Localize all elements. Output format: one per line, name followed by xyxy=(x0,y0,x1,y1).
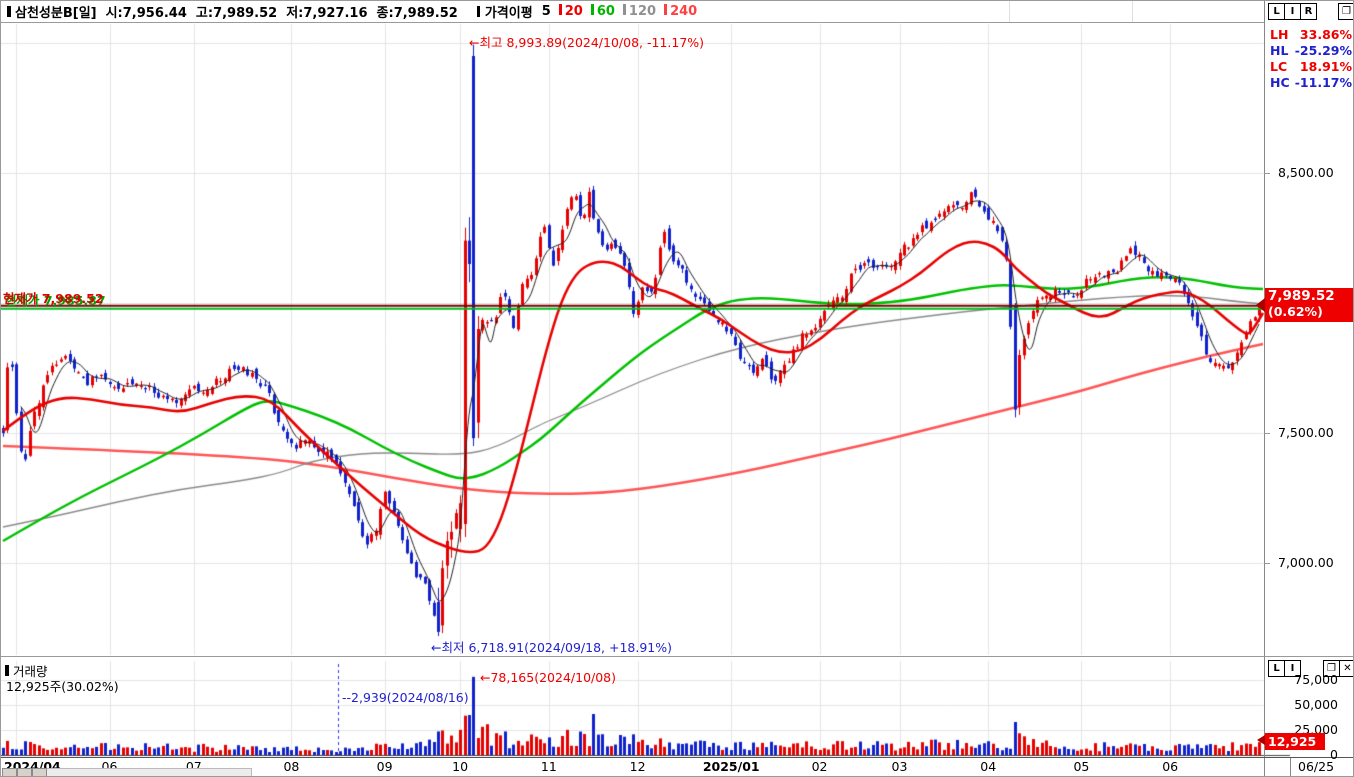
x-axis-end-label: 06/25 xyxy=(1298,759,1335,774)
ma-legend-label: 가격이평 xyxy=(484,6,533,21)
ma-color-bar-icon xyxy=(622,4,626,15)
ma-period-5: 5 xyxy=(541,4,551,19)
low-price: 저:7,927.16 xyxy=(286,6,368,21)
stat-value: 18.91% xyxy=(1299,59,1352,74)
volume-current-value: 12,925주(30.02%) xyxy=(6,679,119,694)
axis-band-border xyxy=(1,757,1353,758)
stat-value: 33.86% xyxy=(1299,27,1352,42)
current-price-line-label-red: 현재가 7,989.52 xyxy=(3,291,104,306)
x-axis-label-06: 06 xyxy=(1162,759,1179,774)
price-axis-tick xyxy=(1264,173,1270,174)
x-axis-label-09: 09 xyxy=(376,759,393,774)
close-price: 종:7,989.52 xyxy=(376,6,458,21)
highest-price-annotation: ←최고 8,993.89(2024/10/08, -11.17%) xyxy=(469,35,705,50)
x-axis-label-05: 05 xyxy=(1073,759,1090,774)
x-axis-end-divider xyxy=(1290,758,1291,776)
ma-period-20: 20 xyxy=(564,4,583,19)
pane-divider[interactable] xyxy=(1,656,1353,657)
ma-color-bar-icon xyxy=(558,4,562,15)
current-price-badge: 7,989.52 (0.62%) xyxy=(1265,288,1353,322)
volume-badge-arrow-icon xyxy=(1257,735,1265,745)
volume-window-buttons: ❐ ✕ xyxy=(1323,660,1353,677)
volume-axis-label: 75,000 xyxy=(1294,672,1338,687)
volume-badge: 12,925 xyxy=(1265,733,1325,750)
price-axis-tick xyxy=(1264,433,1270,434)
volume-axis-label: 0 xyxy=(1330,747,1338,762)
header-divider xyxy=(1009,1,1010,22)
x-axis-label-12: 12 xyxy=(629,759,646,774)
stat-label: HC xyxy=(1270,75,1290,90)
price-axis-label: 8,500.00 xyxy=(1278,165,1334,180)
x-axis-label-02: 02 xyxy=(811,759,828,774)
high-price: 고:7,989.52 xyxy=(195,6,278,21)
lowest-price-annotation: ←최저 6,718.91(2024/09/18, +18.91%) xyxy=(431,640,672,655)
symbol-title: 삼천성분B[일] xyxy=(15,6,97,21)
x-axis-label-2025-01: 2025/01 xyxy=(702,759,760,774)
current-price-value: 7,989.52 xyxy=(1268,288,1335,304)
ma-period-60: 60 xyxy=(596,4,615,19)
pane-button-r[interactable]: R xyxy=(1300,3,1317,20)
ma-period-240: 240 xyxy=(670,4,698,19)
stat-value: -11.17% xyxy=(1294,75,1352,90)
close-window-icon[interactable]: ✕ xyxy=(1339,660,1353,677)
ma-color-bar-icon xyxy=(590,4,594,15)
volume-button-i[interactable]: I xyxy=(1284,660,1301,677)
corner-stat-hc: HC -11.17% xyxy=(1270,75,1352,91)
ma-legend-bullet-icon xyxy=(476,6,480,17)
x-axis-label-10: 10 xyxy=(452,759,469,774)
ma-legend-list: 20 60 120 240 xyxy=(551,4,697,19)
corner-stat-lh: LH 33.86% xyxy=(1270,27,1352,43)
corner-stats: LH 33.86% HL -25.29% LC 18.91% HC -11.17% xyxy=(1270,27,1352,91)
restore-window-icon[interactable]: ❐ xyxy=(1338,3,1353,20)
bottom-scroll-button[interactable] xyxy=(2,768,17,776)
x-axis-label-03: 03 xyxy=(891,759,908,774)
stat-label: LC xyxy=(1270,59,1288,74)
title-bullet-icon xyxy=(7,6,11,17)
price-axis-label: 7,500.00 xyxy=(1278,425,1334,440)
bottom-scroll-button[interactable] xyxy=(32,768,47,776)
pane-button-l[interactable]: L xyxy=(1268,3,1285,20)
volume-min-annotation: --2,939(2024/08/16) xyxy=(342,690,469,705)
bottom-scroll-button[interactable] xyxy=(17,768,32,776)
corner-stat-hl: HL -25.29% xyxy=(1270,43,1352,59)
current-price-line-label-green: 현재가 7,985.87 xyxy=(5,293,106,308)
ma-period-120: 120 xyxy=(628,4,657,19)
volume-max-annotation: ←78,165(2024/10/08) xyxy=(480,670,617,685)
price-badge-arrow-icon xyxy=(1256,298,1265,312)
volume-axis-label: 50,000 xyxy=(1294,697,1338,712)
corner-stat-lc: LC 18.91% xyxy=(1270,59,1352,75)
x-axis-label-11: 11 xyxy=(540,759,557,774)
current-price-change: (0.62%) xyxy=(1268,304,1323,319)
stat-label: HL xyxy=(1270,43,1289,58)
stat-label: LH xyxy=(1270,27,1289,42)
header-divider xyxy=(1132,1,1133,22)
volume-pane-title: 거래량 xyxy=(5,661,48,680)
volume-bullet-icon xyxy=(5,665,9,676)
x-axis-label-08: 08 xyxy=(283,759,300,774)
price-axis-label: 7,000.00 xyxy=(1278,555,1334,570)
open-price: 시:7,956.44 xyxy=(105,6,187,21)
chart-header: 삼천성분B[일] 시:7,956.44 고:7,989.52 저:7,927.1… xyxy=(1,1,1264,23)
ma-color-bar-icon xyxy=(664,4,668,15)
stat-value: -25.29% xyxy=(1294,43,1352,58)
price-axis-tick xyxy=(1264,563,1270,564)
axis-separator xyxy=(1264,1,1265,776)
x-axis-label-04: 04 xyxy=(980,759,997,774)
pane-button-i[interactable]: I xyxy=(1284,3,1301,20)
